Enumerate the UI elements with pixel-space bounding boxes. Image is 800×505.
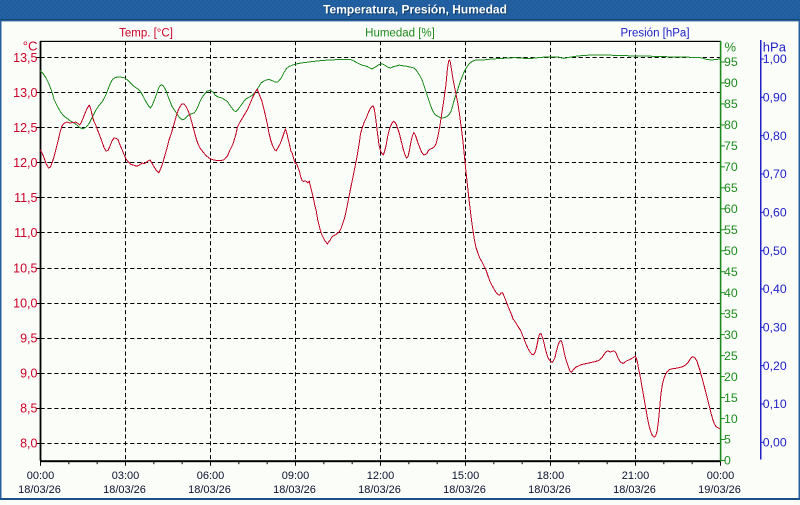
- svg-text:13,5: 13,5: [13, 51, 37, 65]
- svg-text:60: 60: [724, 202, 738, 216]
- svg-text:0,70: 0,70: [763, 167, 787, 181]
- svg-text:30: 30: [724, 328, 738, 342]
- svg-text:0,00: 0,00: [763, 436, 787, 450]
- svg-text:0,50: 0,50: [763, 244, 787, 258]
- svg-text:35: 35: [724, 307, 738, 321]
- svg-text:9,5: 9,5: [20, 331, 37, 345]
- svg-text:95: 95: [724, 55, 738, 69]
- svg-text:11,5: 11,5: [14, 191, 37, 205]
- svg-text:12:00: 12:00: [367, 470, 395, 482]
- svg-text:Humedad [%]: Humedad [%]: [365, 28, 435, 40]
- svg-text:18:00: 18:00: [537, 470, 565, 482]
- svg-text:50: 50: [724, 244, 738, 258]
- svg-text:25: 25: [724, 349, 738, 363]
- svg-text:06:00: 06:00: [197, 470, 225, 482]
- svg-text:18/03/26: 18/03/26: [358, 484, 401, 496]
- svg-text:21:00: 21:00: [622, 470, 650, 482]
- svg-text:Presión [hPa]: Presión [hPa]: [620, 28, 689, 40]
- svg-text:0,20: 0,20: [763, 359, 787, 373]
- svg-text:65: 65: [724, 181, 738, 195]
- svg-text:0,40: 0,40: [763, 282, 787, 296]
- svg-text:12,0: 12,0: [13, 156, 37, 170]
- svg-text:09:00: 09:00: [282, 470, 310, 482]
- svg-text:8,0: 8,0: [20, 437, 37, 451]
- svg-text:80: 80: [724, 118, 738, 132]
- svg-text:13,0: 13,0: [13, 86, 37, 100]
- svg-text:10,0: 10,0: [13, 296, 37, 310]
- svg-text:90: 90: [724, 76, 738, 90]
- svg-text:85: 85: [724, 97, 738, 111]
- svg-text:Temp. [°C]: Temp. [°C]: [119, 28, 173, 40]
- svg-text:18/03/26: 18/03/26: [18, 484, 61, 496]
- svg-text:03:00: 03:00: [112, 470, 140, 482]
- svg-text:12,5: 12,5: [13, 121, 37, 135]
- svg-text:Temperatura, Presión, Humedad: Temperatura, Presión, Humedad: [323, 2, 507, 16]
- svg-text:15: 15: [724, 391, 738, 405]
- svg-text:0,90: 0,90: [763, 91, 787, 105]
- svg-text:75: 75: [724, 139, 738, 153]
- svg-text:%: %: [725, 40, 737, 55]
- svg-text:10: 10: [724, 412, 738, 426]
- svg-text:10,5: 10,5: [13, 261, 37, 275]
- svg-text:0,80: 0,80: [763, 129, 787, 143]
- svg-text:70: 70: [724, 160, 738, 174]
- svg-text:18/03/26: 18/03/26: [613, 484, 656, 496]
- svg-text:55: 55: [724, 223, 738, 237]
- svg-text:0,60: 0,60: [763, 206, 787, 220]
- svg-text:00:00: 00:00: [27, 470, 55, 482]
- svg-text:45: 45: [724, 265, 738, 279]
- svg-text:5: 5: [724, 433, 731, 447]
- svg-text:11,0: 11,0: [14, 226, 37, 240]
- svg-text:0,30: 0,30: [763, 321, 787, 335]
- svg-text:00:00: 00:00: [707, 470, 735, 482]
- svg-text:18/03/26: 18/03/26: [273, 484, 316, 496]
- svg-text:0: 0: [724, 454, 731, 468]
- svg-text:18/03/26: 18/03/26: [443, 484, 486, 496]
- svg-text:15:00: 15:00: [452, 470, 480, 482]
- svg-text:18/03/26: 18/03/26: [103, 484, 146, 496]
- svg-text:18/03/26: 18/03/26: [528, 484, 571, 496]
- svg-text:19/03/26: 19/03/26: [698, 484, 741, 496]
- svg-text:0,10: 0,10: [763, 397, 787, 411]
- svg-text:8,5: 8,5: [20, 402, 37, 416]
- svg-text:40: 40: [724, 286, 738, 300]
- svg-text:18/03/26: 18/03/26: [188, 484, 231, 496]
- svg-text:9,0: 9,0: [20, 367, 37, 381]
- svg-text:1,00: 1,00: [763, 52, 787, 66]
- svg-text:20: 20: [724, 370, 738, 384]
